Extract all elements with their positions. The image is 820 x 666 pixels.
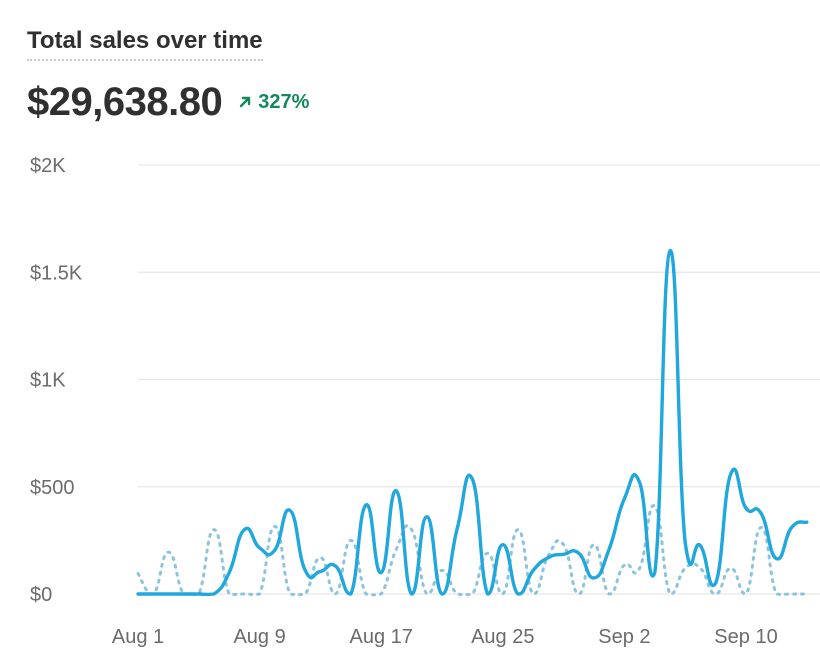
chart-title[interactable]: Total sales over time — [27, 27, 263, 61]
grid-lines — [138, 164, 820, 595]
sales-series-line[interactable] — [136, 249, 809, 597]
x-tick-label: Aug 9 — [233, 626, 285, 648]
x-tick-label: Aug 1 — [112, 626, 164, 648]
comparison-series-line[interactable] — [136, 504, 809, 597]
x-tick-label: Sep 10 — [714, 626, 777, 648]
change-badge: 327% — [238, 91, 309, 114]
total-sales-value: $29,638.80 — [27, 79, 223, 124]
x-tick-label: Aug 25 — [471, 626, 534, 648]
y-tick-label: $0 — [30, 584, 52, 606]
series-lines — [136, 249, 809, 597]
y-tick-label: $1.5K — [30, 262, 83, 284]
y-tick-label: $2K — [30, 155, 66, 177]
arrow-up-right-icon — [240, 96, 251, 108]
y-tick-label: $500 — [30, 477, 75, 499]
sales-line-chart: $0 $500 $1K $1.5K $2K Aug 1 Aug 9 Aug 17 Aug 25… — [30, 155, 820, 648]
x-tick-label: Sep 2 — [598, 626, 650, 648]
metric-row: $29,638.80 327% — [27, 78, 309, 126]
x-axis: Aug 1 Aug 9 Aug 17 Aug 25 Sep 2 Sep 10 — [112, 626, 778, 648]
change-percent: 327% — [258, 90, 310, 113]
x-tick-label: Aug 17 — [350, 626, 413, 648]
y-axis: $0 $500 $1K $1.5K $2K — [30, 155, 83, 606]
y-tick-label: $1K — [30, 370, 66, 392]
